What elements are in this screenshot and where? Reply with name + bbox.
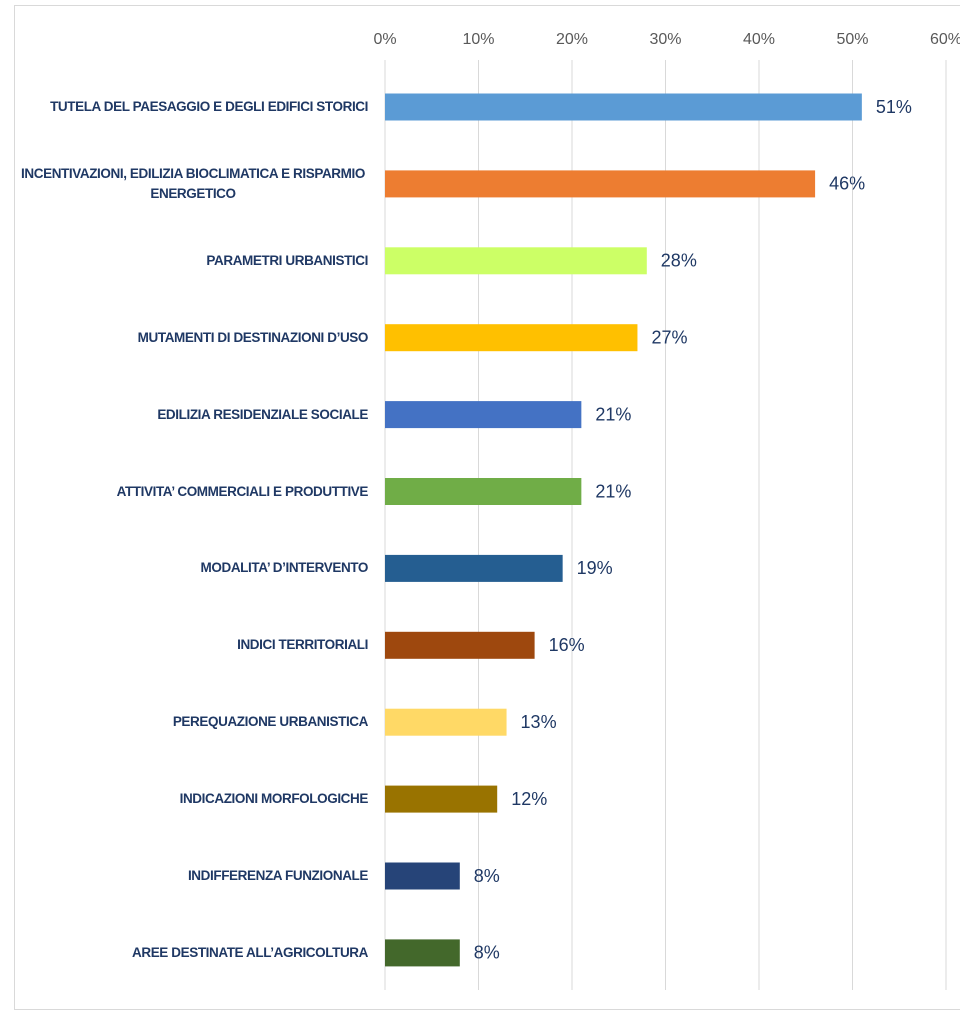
bar [385,554,563,582]
data-label: 13% [521,712,557,732]
category-label-box: PEREQUAZIONE URBANISTICA [18,712,369,732]
bar [385,631,535,659]
bar [385,478,582,505]
y-tick-label: AREE DESTINATE ALL’AGRICOLTURA [132,944,368,960]
bar [385,93,862,121]
y-tick-label: TUTELA DEL PAESAGGIO E DEGLI EDIFICI STO… [50,99,368,114]
x-tick-label: 40% [743,31,775,48]
category-label-box: MODALITA’ D’INTERVENTO [18,558,369,578]
bar [385,247,647,275]
chart-frame [14,5,960,1010]
data-label: 8% [474,866,500,886]
data-label: 12% [511,789,547,809]
data-label: 8% [474,943,500,963]
y-tick-label: INDICAZIONI MORFOLOGICHE [179,791,369,807]
x-tick-label: 20% [556,31,588,48]
category-label-box: ATTIVITA’ COMMERCIALI E PRODUTTIVE [18,482,369,502]
data-label: 19% [577,558,613,578]
x-tick-label: 30% [649,31,681,48]
x-tick-label: 50% [836,31,868,48]
y-tick-label: MUTAMENTI DI DESTINAZIONI D’USO [137,329,369,345]
y-tick-label: INCENTIVAZIONI, EDILIZIA BIOCLIMATICA E … [21,165,365,201]
bar [385,170,816,198]
bar [385,939,460,967]
category-label-box: INDICAZIONI MORFOLOGICHE [18,789,369,809]
data-label: 21% [595,481,631,501]
category-label-box: EDILIZIA RESIDENZIALE SOCIALE [18,405,368,425]
data-label: 28% [661,251,697,271]
bar [385,785,498,813]
y-tick-label: ATTIVITA’ COMMERCIALI E PRODUTTIVE [116,483,369,499]
category-label-box: AREE DESTINATE ALL’AGRICOLTURA [18,943,368,963]
category-label-box: INDIFFERENZA FUNZIONALE [18,866,368,886]
bar [385,324,638,352]
y-tick-label: PEREQUAZIONE URBANISTICA [172,714,369,730]
x-tick-label: 10% [462,31,494,48]
y-tick-label: MODALITA’ D’INTERVENTO [200,560,369,576]
x-tick-label: 60% [930,31,960,48]
category-label-box: INCENTIVAZIONI, EDILIZIA BIOCLIMATICA E … [18,164,368,204]
y-tick-label: EDILIZIA RESIDENZIALE SOCIALE [157,406,368,422]
category-label-box: MUTAMENTI DI DESTINAZIONI D’USO [18,328,369,348]
data-label: 46% [829,174,865,194]
data-label: 21% [595,404,631,424]
bar [385,862,460,890]
data-label: 51% [876,97,912,117]
category-label-box: INDICI TERRITORIALI [18,635,368,655]
y-tick-label: INDICI TERRITORIALI [237,637,368,653]
category-label-box: PARAMETRI URBANISTICI [18,251,368,271]
data-label: 27% [651,327,687,347]
data-label: 16% [549,635,585,655]
bar [385,708,507,736]
category-label-box: TUTELA DEL PAESAGGIO E DEGLI EDIFICI STO… [18,97,368,117]
bar [385,401,582,429]
x-tick-label: 0% [373,31,396,48]
y-tick-label: PARAMETRI URBANISTICI [206,252,368,268]
y-tick-label: INDIFFERENZA FUNZIONALE [187,868,368,883]
